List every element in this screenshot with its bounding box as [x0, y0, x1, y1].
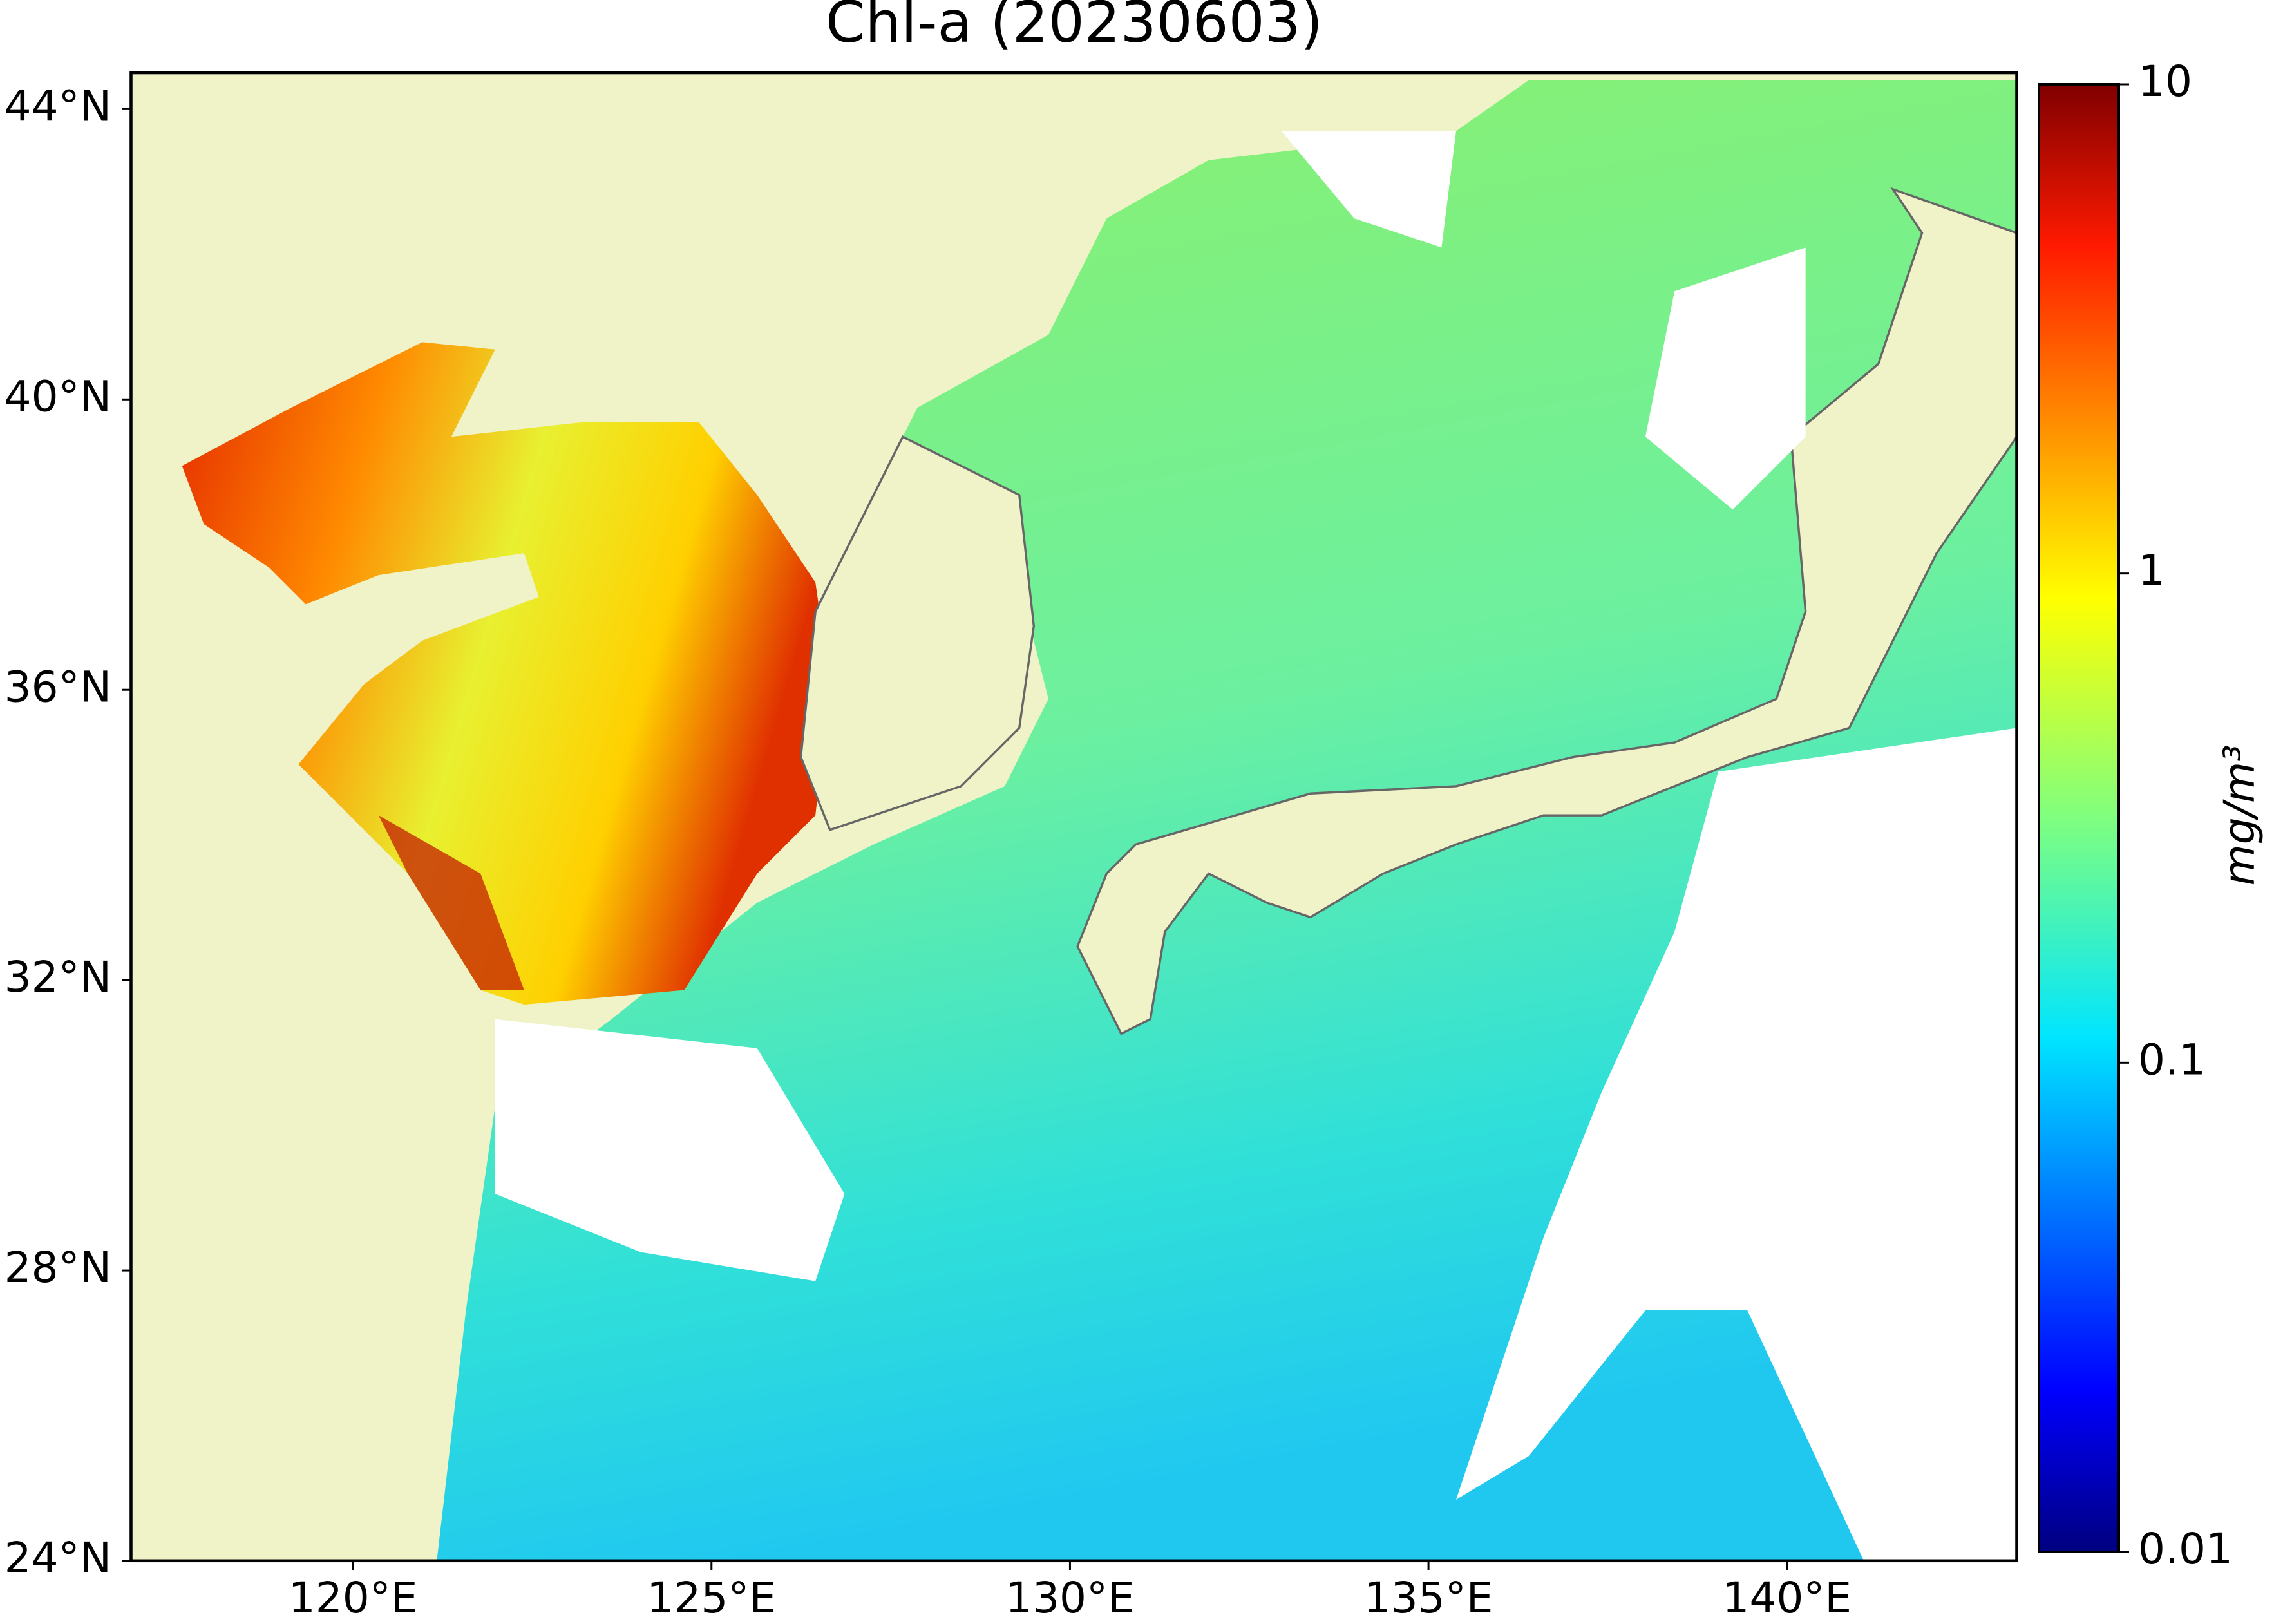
colorbar-tick-label: 0.01 [2138, 1524, 2233, 1574]
y-tick-label: 36°N [5, 662, 111, 712]
y-tick-label: 40°N [5, 372, 111, 421]
x-tick-label: 120°E [289, 1573, 418, 1623]
x-tick-label: 135°E [1364, 1573, 1493, 1623]
colorbar-tick-label: 1 [2138, 546, 2165, 596]
x-tick-label: 130°E [1005, 1573, 1135, 1623]
colorbar-label: mg/m³ [2215, 744, 2264, 885]
x-tick-label: 140°E [1722, 1573, 1852, 1623]
y-tick-label: 28°N [5, 1243, 111, 1292]
y-tick-label: 32°N [5, 952, 111, 1002]
colorbar [2038, 83, 2120, 1553]
colorbar-tick-label: 10 [2138, 57, 2192, 106]
colorbar-tick-label: 0.1 [2138, 1035, 2206, 1084]
x-tick-label: 125°E [647, 1573, 776, 1623]
y-tick-label: 24°N [5, 1533, 111, 1583]
map [129, 71, 2018, 1563]
chart-title: Chl-a (20230603) [826, 0, 1323, 55]
y-tick-label: 44°N [5, 81, 111, 131]
